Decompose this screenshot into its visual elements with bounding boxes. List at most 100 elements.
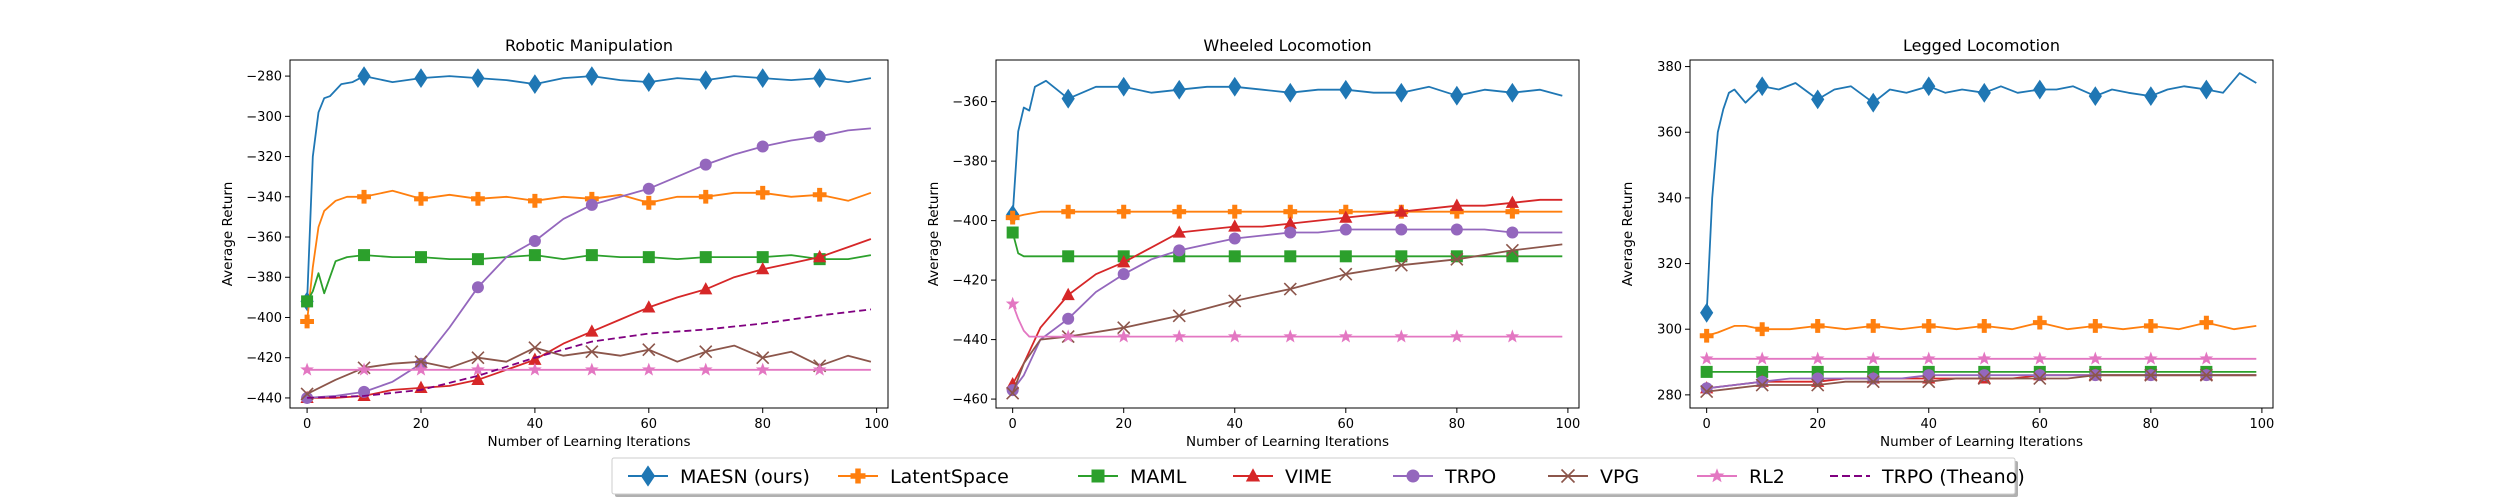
data-point-maml (1339, 250, 1352, 263)
data-point-maml (528, 249, 541, 262)
data-point-vpg (1117, 321, 1131, 335)
legend-item-latentspace: LatentSpace (838, 466, 1009, 488)
data-point-vime (1505, 195, 1519, 208)
series-trpo-theano (307, 308, 872, 399)
data-point-maesn-ours (1061, 88, 1075, 109)
chart-panel-robotic-manipulation: 0 20 40 60 80 100 −440 −420 −400 −380 −360 −340 −320… (220, 36, 889, 450)
data-point-latentspace (1755, 322, 1770, 337)
y-tick-label: −440 (246, 391, 282, 406)
data-point-latentspace (1005, 210, 1020, 225)
legend-marker-trpo (1406, 469, 1420, 483)
data-point-vpg (1450, 252, 1464, 266)
series-line-trpo (1011, 228, 1563, 391)
data-point-latentspace (1699, 328, 1714, 343)
data-point-trpo (1117, 268, 1130, 281)
data-point-rl2 (1005, 296, 1020, 310)
data-point-vpg (414, 355, 428, 369)
data-point-vime (1339, 210, 1353, 223)
data-point-rl2 (1394, 329, 1409, 343)
data-point-latentspace (1172, 204, 1187, 219)
data-point-latentspace (414, 191, 428, 206)
data-point-vpg (1505, 243, 1519, 257)
data-point-rl2 (1450, 329, 1464, 343)
series-line-latentspace (1012, 210, 1563, 219)
data-point-rl2 (1338, 329, 1353, 343)
y-tick-label: −400 (246, 311, 282, 326)
data-point-maesn-ours (585, 66, 599, 86)
data-point-vime (528, 352, 542, 365)
data-point-trpo (1173, 244, 1186, 257)
data-point-vpg (699, 345, 713, 359)
y-tick-label: 340 (1657, 191, 1682, 206)
data-point-latentspace (1227, 204, 1242, 219)
data-point-trpo (1006, 384, 1019, 397)
x-tick-label: 20 (1809, 417, 1826, 432)
x-tick-label: 40 (527, 417, 544, 432)
y-axis-label: Average Return (1620, 182, 1636, 287)
data-point-trpo (1506, 226, 1519, 239)
series-rl2 (300, 362, 871, 376)
data-point-maml (301, 295, 314, 308)
data-point-vime (699, 282, 713, 295)
data-point-vime (1450, 198, 1464, 211)
data-point-latentspace (1810, 319, 1825, 333)
data-point-maesn-ours (1922, 76, 1936, 97)
data-point-maml (699, 251, 712, 264)
data-point-latentspace (641, 195, 656, 210)
data-point-trpo (813, 130, 826, 143)
plot-frame (1689, 59, 2274, 409)
legend-item-vpg: VPG (1548, 466, 1639, 488)
plot-area (1005, 76, 1563, 400)
data-point-rl2 (414, 362, 428, 376)
y-tick-label: −360 (246, 231, 282, 246)
legend-label-trpo-theano: TRPO (Theano) (1881, 466, 2025, 488)
data-point-maml (1284, 250, 1297, 263)
data-point-maml (585, 249, 598, 262)
data-point-rl2 (471, 362, 485, 376)
data-point-maesn-ours (1755, 76, 1769, 97)
series-rl2 (1005, 296, 1563, 343)
data-point-maesn-ours (756, 68, 770, 89)
data-point-vime (1117, 255, 1131, 268)
series-line-maesn-ours (1011, 79, 1563, 215)
y-tick-label: −380 (952, 155, 988, 170)
data-point-vime (813, 249, 827, 263)
data-point-maesn-ours (1172, 79, 1186, 100)
chart-title: Wheeled Locomotion (1203, 36, 1371, 55)
legend-marker-vime (1245, 468, 1261, 482)
y-tick-label: −280 (246, 70, 282, 85)
series-line-maesn-ours (1705, 72, 2257, 313)
data-point-trpo (699, 158, 712, 171)
data-point-maesn-ours (813, 68, 827, 89)
legend-item-maesn-ours: MAESN (ours) (628, 465, 810, 488)
data-point-latentspace (584, 191, 599, 206)
y-tick-label: 280 (1657, 388, 1682, 403)
data-point-latentspace (300, 314, 314, 329)
data-point-latentspace (812, 187, 827, 202)
series-maesn-ours (1700, 72, 2257, 323)
data-point-vpg (1172, 309, 1186, 323)
data-point-maesn-ours (2033, 79, 2047, 100)
data-point-latentspace (2032, 315, 2047, 330)
y-tick-label: 320 (1657, 257, 1682, 272)
data-point-maesn-ours (1811, 89, 1825, 110)
data-point-maesn-ours (1394, 82, 1408, 103)
data-point-trpo (1922, 369, 1935, 382)
legend-label-maml: MAML (1130, 466, 1187, 488)
data-point-latentspace (2143, 319, 2158, 333)
data-point-vime (1283, 216, 1297, 229)
data-point-vime (1061, 287, 1075, 301)
y-tick-label: −460 (952, 393, 988, 408)
data-point-vime (1228, 219, 1242, 232)
data-point-vpg (585, 345, 599, 359)
x-tick-label: 0 (303, 417, 311, 432)
data-point-trpo (1811, 372, 1824, 385)
data-point-trpo (1228, 232, 1241, 245)
plot-area (1699, 72, 2257, 399)
data-point-vpg (528, 341, 542, 355)
data-point-vime (642, 300, 656, 313)
data-point-maesn-ours (1505, 82, 1519, 103)
series-line-trpo-theano (307, 308, 872, 399)
data-point-rl2 (755, 362, 770, 376)
data-point-trpo (528, 235, 541, 248)
